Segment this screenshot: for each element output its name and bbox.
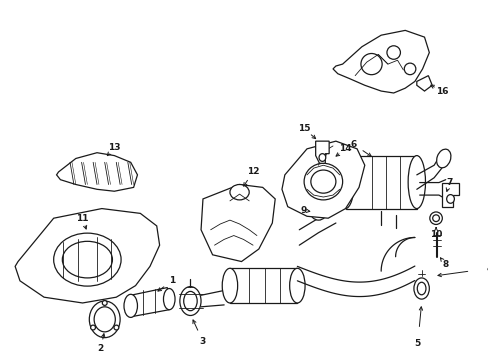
- Text: 13: 13: [108, 143, 121, 152]
- Ellipse shape: [229, 184, 249, 200]
- Polygon shape: [315, 141, 328, 163]
- Ellipse shape: [309, 201, 326, 220]
- Ellipse shape: [304, 163, 342, 200]
- Ellipse shape: [407, 156, 425, 208]
- Text: 6: 6: [349, 140, 356, 149]
- Ellipse shape: [360, 54, 381, 75]
- Ellipse shape: [429, 212, 442, 225]
- Text: 10: 10: [429, 230, 441, 239]
- Text: 14: 14: [339, 144, 351, 153]
- Text: 1: 1: [169, 276, 175, 285]
- Ellipse shape: [94, 307, 115, 332]
- Polygon shape: [229, 268, 297, 303]
- Ellipse shape: [336, 156, 353, 208]
- Ellipse shape: [183, 291, 197, 311]
- Ellipse shape: [310, 170, 335, 193]
- Polygon shape: [441, 183, 458, 207]
- Ellipse shape: [89, 301, 120, 338]
- Text: 11: 11: [76, 214, 89, 223]
- Ellipse shape: [436, 149, 450, 168]
- Ellipse shape: [62, 241, 112, 278]
- Text: 9: 9: [300, 206, 306, 215]
- Ellipse shape: [432, 215, 439, 221]
- Polygon shape: [130, 288, 169, 316]
- Polygon shape: [201, 184, 275, 262]
- Ellipse shape: [313, 205, 323, 216]
- Polygon shape: [282, 141, 364, 218]
- Ellipse shape: [124, 294, 137, 318]
- Ellipse shape: [404, 63, 415, 75]
- Ellipse shape: [222, 268, 237, 303]
- Text: 12: 12: [246, 167, 259, 176]
- Text: 5: 5: [414, 339, 420, 348]
- Ellipse shape: [114, 325, 119, 330]
- Polygon shape: [15, 208, 159, 303]
- Ellipse shape: [416, 282, 425, 295]
- Ellipse shape: [163, 288, 175, 310]
- Polygon shape: [332, 30, 428, 93]
- Ellipse shape: [318, 154, 325, 161]
- Ellipse shape: [386, 46, 400, 59]
- Text: 2: 2: [98, 344, 104, 353]
- Ellipse shape: [289, 268, 305, 303]
- Ellipse shape: [102, 301, 107, 305]
- Ellipse shape: [180, 287, 201, 315]
- Text: 7: 7: [446, 178, 452, 187]
- Polygon shape: [345, 156, 416, 208]
- Text: 16: 16: [435, 86, 447, 95]
- Ellipse shape: [54, 233, 121, 286]
- Text: 15: 15: [297, 124, 310, 133]
- Ellipse shape: [413, 278, 428, 299]
- Text: 4: 4: [486, 264, 488, 273]
- Ellipse shape: [446, 195, 453, 203]
- Polygon shape: [416, 76, 431, 91]
- Text: 3: 3: [200, 337, 205, 346]
- Ellipse shape: [90, 325, 95, 330]
- Polygon shape: [57, 153, 137, 191]
- Text: 8: 8: [442, 260, 448, 269]
